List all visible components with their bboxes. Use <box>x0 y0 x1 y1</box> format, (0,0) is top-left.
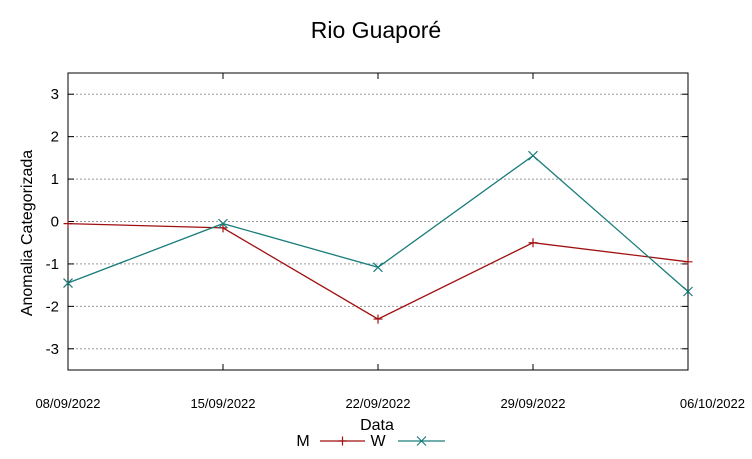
y-tick-label: -1 <box>46 256 59 273</box>
legend-label: W <box>370 433 386 450</box>
chart-title: Rio Guaporé <box>311 17 441 43</box>
grid-lines <box>68 93 688 350</box>
data-point-marker <box>373 314 383 324</box>
x-tick-label: 29/09/2022 <box>500 396 565 411</box>
series-line-m <box>67 222 689 320</box>
y-tick-label: 2 <box>51 129 59 146</box>
data-point-marker <box>373 262 383 273</box>
data-point-marker <box>63 278 73 288</box>
y-axis-label: Anomalia Categorizada <box>19 150 36 316</box>
series-lines <box>63 150 693 324</box>
series-m <box>63 219 693 324</box>
y-tick-label: 1 <box>51 171 59 188</box>
x-tick-label: 22/09/2022 <box>345 396 410 411</box>
y-tick-label: -3 <box>46 341 59 358</box>
series-w <box>63 150 693 297</box>
legend-marker <box>338 436 347 446</box>
x-axis-ticks: 08/09/2022 15/09/2022 22/09/2022 29/09/2022… <box>35 73 745 411</box>
x-tick-label: 15/09/2022 <box>190 396 255 411</box>
y-tick-label: -2 <box>46 298 59 315</box>
data-point-marker <box>528 238 538 248</box>
legend-marker <box>416 436 427 446</box>
data-point-marker <box>528 150 538 161</box>
data-point-marker <box>683 286 693 297</box>
y-tick-label: 3 <box>51 86 59 103</box>
y-tick-label: 0 <box>51 214 59 231</box>
y-axis-ticks: -3 -2 -1 0 1 2 3 <box>46 86 688 358</box>
x-tick-label: 06/10/2022 <box>680 396 745 411</box>
data-point-marker <box>683 257 693 267</box>
legend-label: M <box>296 433 309 450</box>
x-axis-label: Data <box>360 417 394 434</box>
data-point-marker <box>218 218 228 229</box>
x-tick-label: 08/09/2022 <box>35 396 100 411</box>
data-point-marker <box>63 219 73 229</box>
data-point-marker <box>218 223 228 233</box>
series-line-w <box>67 154 689 292</box>
